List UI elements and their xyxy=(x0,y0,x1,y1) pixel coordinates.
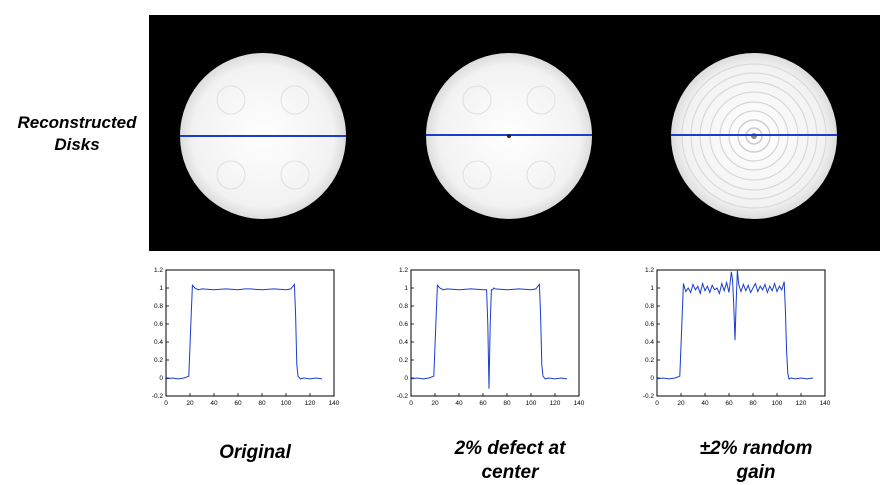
disk-defect-center-spot xyxy=(507,134,511,138)
y-tick-label: 0.4 xyxy=(399,339,408,346)
y-tick-label: 1.2 xyxy=(154,267,163,274)
y-tick-label: 0.6 xyxy=(154,321,163,328)
disk-defect-artifact xyxy=(526,85,556,115)
x-tick-label: 0 xyxy=(164,400,168,407)
x-tick-label: 0 xyxy=(655,400,659,407)
disk-random-gain xyxy=(671,53,837,219)
plot-frame xyxy=(410,269,580,397)
disk-defect xyxy=(426,53,592,219)
y-tick-label: 0 xyxy=(159,375,163,382)
disk-defect-artifact xyxy=(462,160,492,190)
x-tick-label: 120 xyxy=(796,400,807,407)
x-tick-label: 100 xyxy=(526,400,537,407)
side-label-line2: Disks xyxy=(54,135,100,154)
disk-original-artifact xyxy=(280,85,310,115)
disk-original xyxy=(180,53,346,219)
profile-plot-svg: 0 20 40 60 80 100 120 140-0.200.20.40.60.811.2 xyxy=(397,267,585,407)
profile-plot-original: 0 20 40 60 80 100 120 140 -0.2 0 0.2 0.4 0.6 0.8 1 1.2 xyxy=(146,264,346,428)
y-tick-label: 0.2 xyxy=(154,357,163,364)
disks-svg xyxy=(180,53,837,219)
y-tick-label: 1 xyxy=(650,285,654,292)
profile-plot-defect: 0 20 40 60 80 100 120 140 -0.2 0 0.2 0.4 0.6 0.8 1 1.2 xyxy=(391,264,591,428)
profile-series-line xyxy=(410,283,568,389)
x-tick-label: 120 xyxy=(550,400,561,407)
profile-plot-svg: 0 20 40 60 80 100 120 140-0.200.20.40.60.811.2 xyxy=(152,267,340,407)
side-label-line1: Reconstructed xyxy=(17,113,137,132)
x-tick-label: 100 xyxy=(281,400,292,407)
x-tick-label: 140 xyxy=(574,400,585,407)
x-tick-label: 80 xyxy=(749,400,757,407)
y-tick-label: 0.2 xyxy=(645,357,654,364)
disk-original-artifact xyxy=(280,160,310,190)
caption-random-gain-line1: ±2% random xyxy=(699,438,813,459)
x-tick-label: 120 xyxy=(305,400,316,407)
x-tick-label: 20 xyxy=(431,400,439,407)
caption-defect-line1: 2% defect at xyxy=(454,438,566,459)
plot-frame xyxy=(165,269,335,397)
caption-original: Original xyxy=(135,441,375,465)
y-tick-label: 0.4 xyxy=(645,339,654,346)
y-tick-label: -0.2 xyxy=(152,393,164,400)
y-tick-label: 1.2 xyxy=(399,267,408,274)
caption-defect-line2: center xyxy=(481,462,539,483)
x-tick-label: 140 xyxy=(329,400,340,407)
disk-defect-artifact xyxy=(526,160,556,190)
x-tick-label: 80 xyxy=(503,400,511,407)
x-tick-label: 140 xyxy=(820,400,831,407)
x-tick-label: 20 xyxy=(186,400,194,407)
y-tick-label: 0.8 xyxy=(399,303,408,310)
profile-plot-svg: 0 20 40 60 80 100 120 140-0.200.20.40.60.811.2 xyxy=(643,267,831,407)
profile-plot-random-gain: 0 20 40 60 80 100 120 140 -0.2 0 0.2 0.4 0.6 0.8 1 1.2 xyxy=(637,264,837,428)
profile-series-line xyxy=(656,269,814,380)
x-tick-label: 60 xyxy=(479,400,487,407)
y-tick-label: 0.6 xyxy=(645,321,654,328)
y-tick-label: 0 xyxy=(404,375,408,382)
x-tick-label: 100 xyxy=(772,400,783,407)
x-tick-label: 40 xyxy=(455,400,463,407)
y-tick-label: -0.2 xyxy=(643,393,655,400)
x-tick-label: 80 xyxy=(258,400,266,407)
x-tick-label: 40 xyxy=(210,400,218,407)
disk-defect-artifact xyxy=(462,85,492,115)
y-tick-label: 0 xyxy=(650,375,654,382)
x-tick-label: 20 xyxy=(677,400,685,407)
y-tick-label: 0.8 xyxy=(154,303,163,310)
y-tick-label: 0.2 xyxy=(399,357,408,364)
caption-defect: 2% defect at center xyxy=(390,437,630,485)
x-tick-label: 0 xyxy=(409,400,413,407)
x-tick-label: 40 xyxy=(701,400,709,407)
plot-frame xyxy=(656,269,826,397)
y-tick-label: 0.4 xyxy=(154,339,163,346)
y-tick-label: 0.6 xyxy=(399,321,408,328)
y-tick-label: -0.2 xyxy=(397,393,409,400)
y-tick-label: 1 xyxy=(404,285,408,292)
disk-original-artifact xyxy=(216,85,246,115)
x-tick-label: 60 xyxy=(725,400,733,407)
caption-original-line1: Original xyxy=(219,442,291,463)
reconstructed-disks-label: Reconstructed Disks xyxy=(8,112,146,156)
y-tick-label: 1.2 xyxy=(645,267,654,274)
caption-random-gain: ±2% random gain xyxy=(636,437,876,485)
disk-original-artifact xyxy=(216,160,246,190)
profile-series-line xyxy=(165,283,323,380)
x-tick-label: 60 xyxy=(234,400,242,407)
reconstructed-disks-image xyxy=(149,15,880,251)
y-tick-label: 1 xyxy=(159,285,163,292)
y-tick-label: 0.8 xyxy=(645,303,654,310)
caption-random-gain-line2: gain xyxy=(736,462,776,483)
